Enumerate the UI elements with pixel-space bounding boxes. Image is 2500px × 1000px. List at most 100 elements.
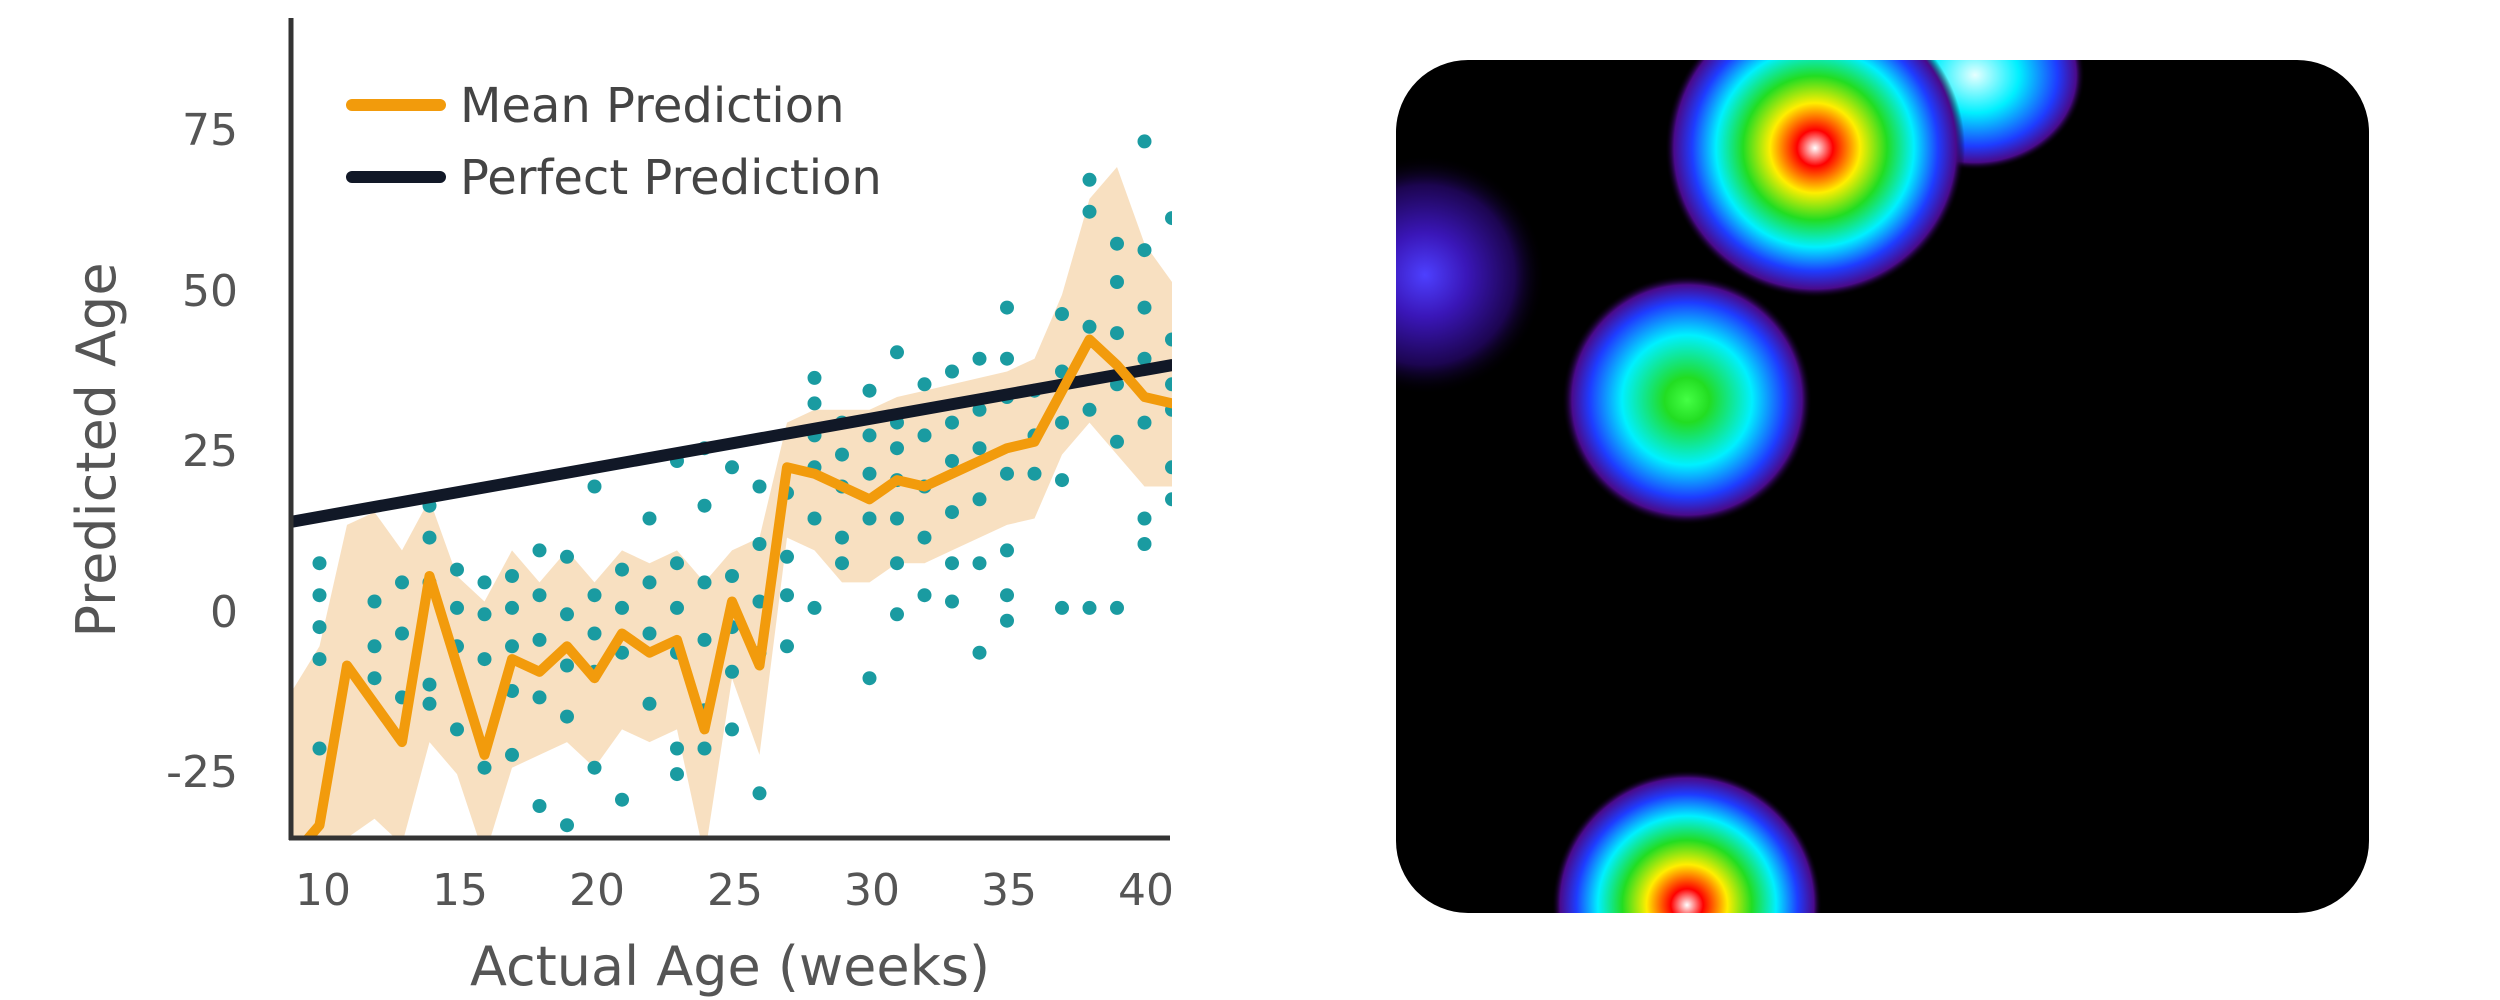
x-tick-label: 10 [295, 865, 351, 916]
scatter-point [1165, 460, 1172, 475]
scatter-point [1055, 600, 1069, 615]
scatter-point [1137, 415, 1152, 430]
scatter-point [1000, 613, 1014, 628]
scatter-point [477, 575, 492, 590]
x-tick-label: 20 [569, 865, 625, 916]
scatter-point [1165, 377, 1172, 392]
scatter-point [1110, 326, 1124, 341]
scatter-chart: 75 50 25 0 -25 10 15 20 25 30 35 40 Actu… [65, 18, 1174, 998]
x-tick-label: 30 [844, 865, 900, 916]
mean-prediction-line [301, 334, 1172, 838]
scatter-point [642, 626, 657, 641]
scatter-point [807, 370, 822, 385]
scatter-point [560, 607, 574, 622]
scatter-point [367, 594, 382, 609]
scatter-point [532, 543, 547, 558]
scatter-point [945, 594, 959, 609]
scatter-point [972, 402, 987, 417]
scatter-point [1165, 332, 1172, 347]
scatter-point [917, 428, 932, 443]
scatter-point [422, 677, 437, 692]
scatter-point [1055, 415, 1069, 430]
scatter-point [312, 620, 327, 635]
scatter-point [587, 479, 602, 494]
scatter-point [835, 530, 849, 545]
scatter-point [697, 632, 712, 647]
scatter-point [807, 396, 822, 411]
hotspot-middle-left [1562, 275, 1812, 525]
scatter-point [670, 556, 684, 571]
scatter-point [532, 799, 547, 813]
scatter-point [560, 549, 574, 564]
scatter-point [587, 760, 602, 775]
hotspot-top-center [1665, 60, 1965, 298]
scatter-point [615, 562, 629, 577]
scatter-point [862, 428, 877, 443]
scatter-point [1082, 204, 1097, 219]
scatter-point [862, 511, 877, 526]
scatter-point [972, 351, 987, 366]
legend: Mean Prediction Perfect Prediction [346, 78, 882, 206]
scatter-point [477, 607, 492, 622]
scatter-point [862, 383, 877, 398]
y-tick-label: 0 [210, 587, 238, 638]
x-axis-title: Actual Age (weeks) [470, 935, 990, 998]
hotspot-bottom [1552, 770, 1822, 913]
scatter-point [505, 600, 519, 615]
scatter-point [560, 658, 574, 673]
scatter-point [945, 364, 959, 379]
scatter-point [890, 345, 904, 360]
y-tick-label: 75 [182, 105, 238, 156]
scatter-point [780, 639, 794, 654]
scatter-point [477, 760, 492, 775]
scatter-point [807, 511, 822, 526]
scatter-point [395, 626, 409, 641]
scatter-point [450, 600, 464, 615]
x-tick-label: 40 [1118, 865, 1174, 916]
x-tick-labels: 10 15 20 25 30 35 40 [295, 865, 1174, 916]
scatter-point [312, 741, 327, 756]
scatter-point [642, 696, 657, 711]
heatmap-panel [1396, 60, 2369, 913]
scatter-point [1137, 351, 1152, 366]
scatter-point [1000, 300, 1014, 315]
scatter-point [945, 415, 959, 430]
scatter-point [972, 441, 987, 456]
scatter-point [725, 569, 739, 583]
scatter-point [587, 626, 602, 641]
scatter-point [972, 556, 987, 571]
scatter-point [670, 741, 684, 756]
scatter-point [505, 639, 519, 654]
scatter-point [505, 569, 519, 583]
legend-perfect-label: Perfect Prediction [460, 150, 882, 206]
scatter-point [890, 607, 904, 622]
scatter-point [670, 767, 684, 782]
scatter-point [615, 600, 629, 615]
scatter-point [1000, 543, 1014, 558]
scatter-point [1082, 600, 1097, 615]
scatter-point [1137, 511, 1152, 526]
scatter-point [945, 454, 959, 468]
y-axis-title: Predicted Age [65, 262, 128, 637]
scatter-point [752, 537, 767, 551]
scatter-point [312, 556, 327, 571]
scatter-point [972, 492, 987, 507]
scatter-point [917, 530, 932, 545]
scatter-point [697, 741, 712, 756]
scatter-point [1137, 300, 1152, 315]
x-tick-label: 25 [707, 865, 763, 916]
y-tick-label: -25 [166, 747, 238, 798]
scatter-point [1165, 211, 1172, 226]
scatter-point [725, 722, 739, 737]
scatter-point [532, 588, 547, 603]
scatter-point [1110, 236, 1124, 251]
scatter-point [312, 588, 327, 603]
perfect-prediction-line [292, 359, 1172, 528]
scatter-point [1000, 466, 1014, 481]
scatter-point [835, 556, 849, 571]
scatter-point [560, 709, 574, 724]
scatter-point [1110, 275, 1124, 289]
scatter-point [312, 652, 327, 667]
scatter-point [1027, 466, 1042, 481]
